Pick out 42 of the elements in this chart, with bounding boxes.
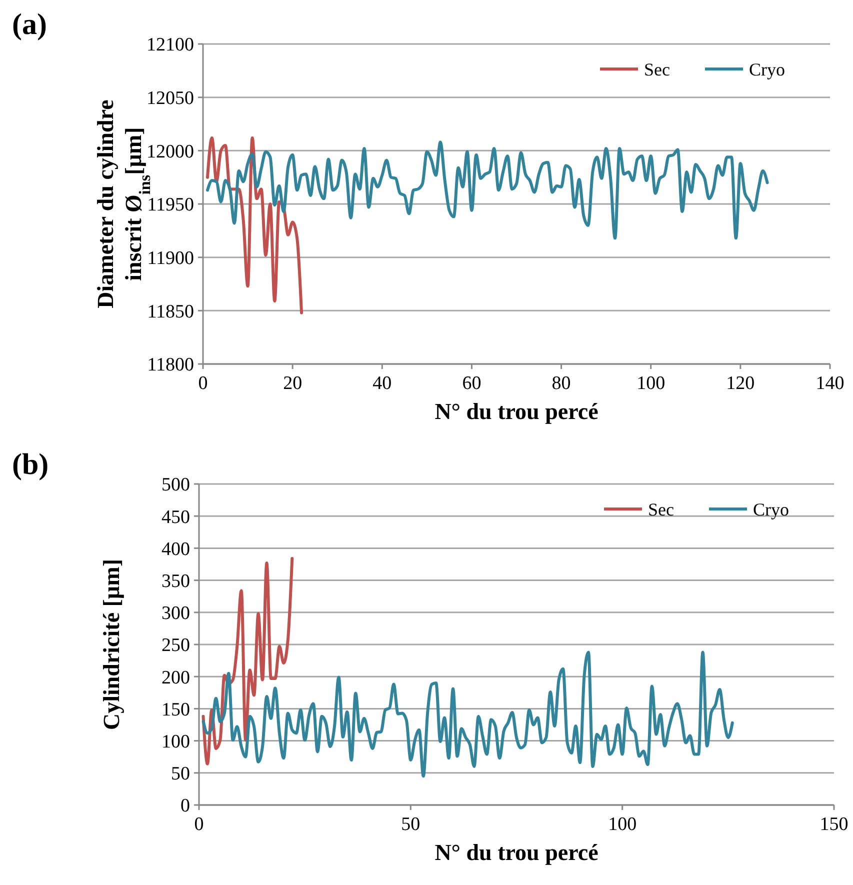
x-axis-title: N° du trou percé — [434, 399, 598, 424]
y-tick-label: 100 — [162, 731, 190, 752]
x-tick-label: 50 — [401, 814, 420, 835]
chart-title: (a) — [12, 8, 47, 41]
y-tick-label: 400 — [162, 538, 190, 560]
legend-label: Cryo — [753, 499, 789, 520]
x-tick-label: 100 — [608, 814, 637, 835]
y-tick-label: 0 — [180, 796, 190, 817]
x-tick-label: 60 — [462, 373, 482, 394]
y-axis-title: Cylindricité [µm] — [99, 558, 124, 730]
line-series — [202, 650, 734, 778]
line-series — [202, 556, 294, 766]
chart-title: (b) — [12, 448, 49, 481]
line-series — [206, 140, 769, 240]
legend-label: Sec — [648, 499, 674, 520]
y-tick-label: 450 — [162, 506, 190, 528]
y-tick-label: 150 — [162, 699, 190, 720]
legend-label: Sec — [644, 59, 670, 80]
x-tick-label: 20 — [283, 373, 302, 394]
y-tick-label: 11800 — [147, 354, 194, 376]
x-tick-label: 150 — [820, 814, 848, 835]
y-tick-label: 12050 — [146, 88, 194, 109]
x-tick-label: 120 — [726, 373, 755, 394]
line-series — [206, 136, 304, 314]
x-tick-label: 80 — [552, 373, 571, 394]
y-tick-label: 11900 — [147, 248, 194, 269]
legend-label: Cryo — [749, 59, 785, 80]
x-axis-title: N° du trou percé — [434, 840, 598, 865]
y-tick-label: 200 — [162, 667, 190, 688]
y-tick-label: 11950 — [147, 194, 194, 216]
x-tick-label: 0 — [198, 373, 208, 394]
y-tick-label: 12000 — [146, 141, 194, 162]
x-tick-label: 140 — [816, 373, 844, 394]
y-tick-label: 300 — [162, 603, 190, 624]
x-tick-label: 40 — [372, 373, 392, 394]
y-tick-label: 350 — [162, 570, 190, 592]
y-tick-label: 11850 — [147, 301, 194, 322]
y-tick-label: 12100 — [146, 34, 194, 56]
x-tick-label: 100 — [636, 373, 666, 394]
y-tick-label: 50 — [171, 764, 190, 785]
y-tick-label: 500 — [162, 474, 190, 496]
y-tick-label: 250 — [162, 635, 190, 656]
